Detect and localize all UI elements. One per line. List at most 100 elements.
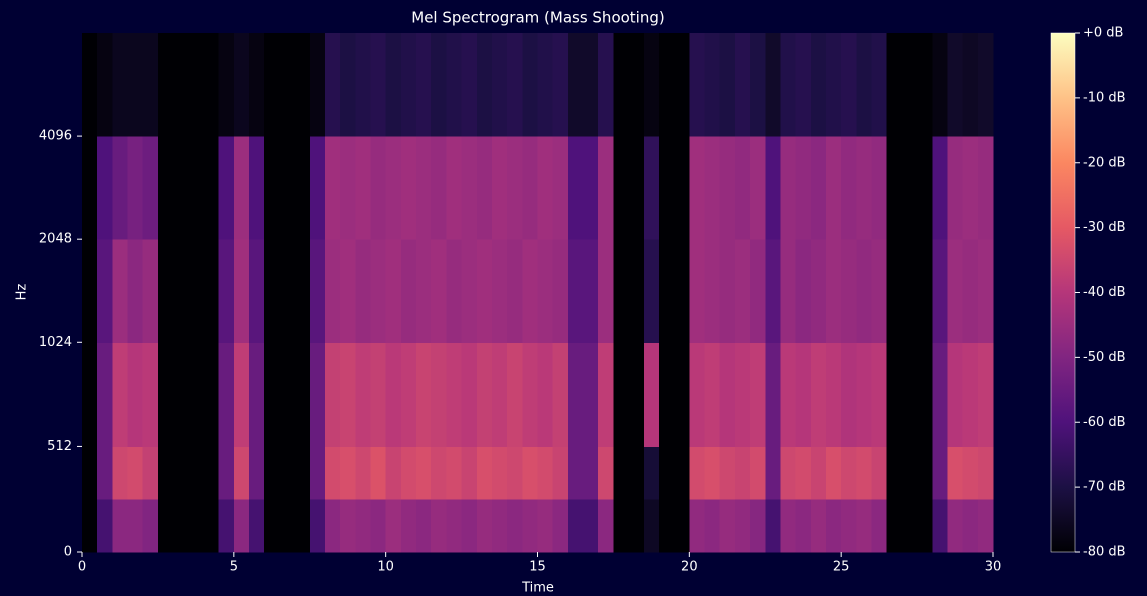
spectrogram-cell — [142, 446, 159, 500]
spectrogram-cell — [658, 239, 675, 343]
spectrogram-cell — [719, 342, 736, 447]
spectrogram-cell — [112, 446, 129, 500]
spectrogram-cell — [825, 136, 842, 240]
y-axis-label: Hz — [15, 284, 30, 301]
spectrogram-cell — [127, 342, 144, 447]
spectrogram-cell — [127, 446, 144, 500]
spectrogram-cell — [416, 499, 432, 553]
spectrogram-cell — [719, 136, 736, 240]
spectrogram-cell — [476, 136, 493, 240]
spectrogram-cell — [340, 33, 356, 137]
spectrogram-cell — [97, 239, 113, 343]
spectrogram-cell — [264, 239, 280, 343]
spectrogram-cell — [628, 136, 645, 240]
spectrogram-cell — [112, 499, 129, 553]
spectrogram-cell — [780, 33, 797, 137]
spectrogram-cell — [355, 33, 371, 137]
spectrogram-cell — [962, 239, 979, 343]
x-tick-label: 30 — [985, 560, 1002, 575]
spectrogram-cell — [704, 499, 721, 553]
spectrogram-cell — [810, 33, 827, 137]
spectrogram-cell — [431, 446, 447, 500]
spectrogram-cell — [416, 136, 432, 240]
spectrogram-cell — [97, 342, 113, 447]
spectrogram-cell — [461, 136, 478, 240]
spectrogram-cell — [249, 342, 265, 447]
spectrogram-cell — [734, 446, 751, 500]
spectrogram-cell — [233, 446, 250, 500]
spectrogram-cell — [674, 499, 690, 553]
spectrogram-cell — [977, 499, 994, 553]
spectrogram-cell — [188, 446, 204, 500]
spectrogram-cell — [628, 499, 645, 553]
spectrogram-cell — [962, 446, 979, 500]
spectrogram-cell — [674, 342, 690, 447]
spectrogram-cell — [765, 342, 781, 447]
spectrogram-cell — [567, 499, 584, 553]
spectrogram-cell — [628, 446, 645, 500]
colorbar-tick-label: +0 dB — [1083, 26, 1123, 41]
y-tick-label: 1024 — [39, 335, 72, 350]
spectrogram-cell — [324, 136, 341, 240]
spectrogram-cell — [157, 136, 174, 240]
spectrogram-cell — [340, 136, 356, 240]
spectrogram-cell — [203, 136, 220, 240]
spectrogram-cell — [400, 342, 417, 447]
spectrogram-cell — [112, 33, 129, 137]
spectrogram-cell — [385, 342, 402, 447]
spectrogram-cell — [537, 499, 554, 553]
spectrogram-cell — [218, 446, 235, 500]
spectrogram-cell — [901, 342, 918, 447]
spectrogram-cell — [370, 136, 387, 240]
spectrogram-cell — [522, 342, 538, 447]
colorbar-tick-label: -20 dB — [1083, 155, 1126, 170]
spectrogram-cell — [658, 342, 675, 447]
spectrogram-cell — [856, 342, 873, 447]
spectrogram-cell — [962, 33, 979, 137]
spectrogram-cell — [901, 136, 918, 240]
spectrogram-cell — [567, 446, 584, 500]
spectrogram-cell — [461, 342, 478, 447]
spectrogram-cell — [203, 33, 220, 137]
spectrogram-cell — [340, 342, 356, 447]
spectrogram-cell — [127, 239, 144, 343]
spectrogram-cell — [947, 342, 964, 447]
spectrogram-cell — [825, 446, 842, 500]
spectrogram-cell — [810, 342, 827, 447]
spectrogram-cell — [537, 446, 554, 500]
spectrogram-cell — [188, 239, 204, 343]
spectrogram-cell — [674, 33, 690, 137]
spectrogram-cell — [719, 446, 736, 500]
spectrogram-cell — [416, 239, 432, 343]
spectrogram-cell — [977, 446, 994, 500]
spectrogram-cell — [370, 499, 387, 553]
spectrogram-cell — [294, 33, 311, 137]
spectrogram-cell — [598, 342, 614, 447]
spectrogram-cell — [841, 342, 857, 447]
spectrogram-cell — [507, 446, 523, 500]
spectrogram-cell — [613, 446, 630, 500]
spectrogram-cell — [173, 446, 189, 500]
spectrogram-cell — [537, 33, 554, 137]
y-tick-label: 512 — [47, 439, 72, 454]
spectrogram-cell — [264, 499, 280, 553]
spectrogram-cell — [82, 136, 98, 240]
spectrogram-cell — [917, 499, 933, 553]
spectrogram-cell — [628, 33, 645, 137]
spectrogram-cell — [203, 499, 220, 553]
spectrogram-cell — [689, 239, 706, 343]
spectrogram-cell — [932, 499, 948, 553]
spectrogram-cell — [841, 136, 857, 240]
spectrogram-cell — [446, 342, 463, 447]
spectrogram-cell — [795, 239, 812, 343]
spectrogram-cell — [446, 239, 463, 343]
spectrogram-cell — [704, 342, 721, 447]
spectrogram-cell — [203, 342, 220, 447]
spectrogram-cell — [750, 136, 766, 240]
spectrogram-cell — [704, 446, 721, 500]
spectrogram-cell — [324, 239, 341, 343]
spectrogram-cell — [962, 499, 979, 553]
spectrogram-cell — [765, 446, 781, 500]
spectrogram-cell — [750, 342, 766, 447]
spectrogram-cell — [491, 446, 508, 500]
